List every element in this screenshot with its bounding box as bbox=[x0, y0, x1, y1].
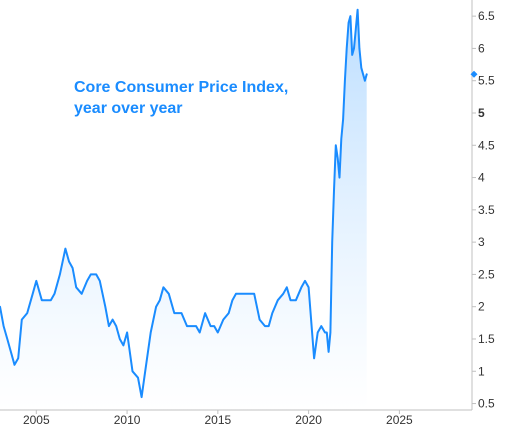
chart-title-line-1: Core Consumer Price Index, bbox=[74, 79, 288, 96]
y-tick-label: 0.5 bbox=[478, 397, 495, 411]
x-tick-label: 2010 bbox=[114, 413, 141, 427]
x-axis-ticks: 2005 2010 2015 2020 2025 bbox=[23, 410, 413, 427]
x-tick-label: 2015 bbox=[204, 413, 231, 427]
y-tick-label: 6 bbox=[478, 41, 485, 55]
y-tick-label: 5 bbox=[478, 106, 485, 120]
y-tick-label: 1 bbox=[478, 364, 485, 378]
y-tick-label: 2 bbox=[478, 300, 485, 314]
series-line bbox=[0, 8, 368, 399]
y-tick-label: 5.5 bbox=[478, 74, 495, 88]
y-tick-label: 4.5 bbox=[478, 138, 495, 152]
chart-title-line-2: year over year bbox=[74, 100, 183, 117]
series-area bbox=[0, 9, 367, 410]
x-tick-label: 2005 bbox=[23, 413, 50, 427]
x-tick-label: 2020 bbox=[295, 413, 322, 427]
y-tick-label: 2.5 bbox=[478, 267, 495, 281]
x-tick-label: 2025 bbox=[386, 413, 413, 427]
y-tick-label: 6.5 bbox=[478, 9, 495, 23]
y-tick-label: 3.5 bbox=[478, 203, 495, 217]
y-tick-label: 4 bbox=[478, 171, 485, 185]
y-tick-label: 3 bbox=[478, 235, 485, 249]
last-value-marker bbox=[470, 70, 478, 78]
y-tick-label: 1.5 bbox=[478, 332, 495, 346]
y-axis-ticks: 0.5 1 1.5 2 2.5 3 3.5 4 4.5 5 5.5 6 6.5 bbox=[472, 9, 495, 411]
